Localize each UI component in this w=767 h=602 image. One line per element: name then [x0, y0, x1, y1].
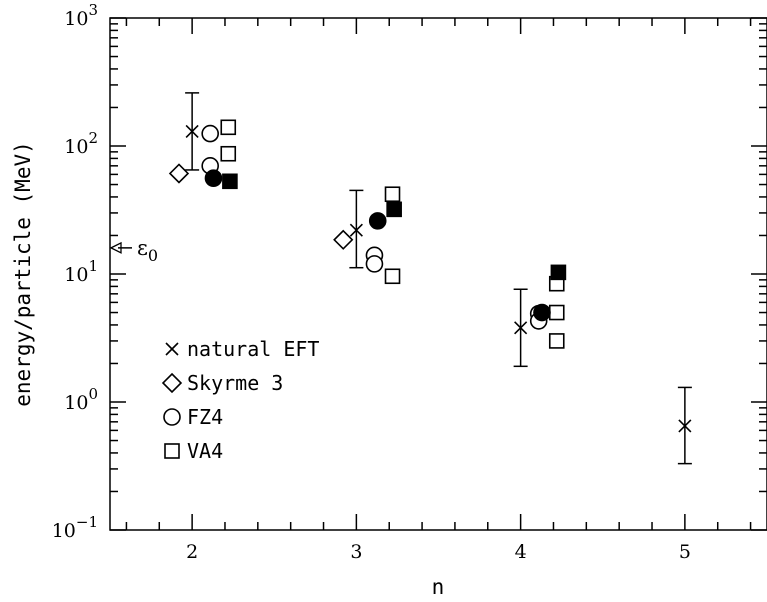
data-marks: [168, 92, 692, 465]
x-tick-label: 5: [679, 541, 691, 563]
data-point-circle-open: [365, 255, 384, 273]
legend-label: natural EFT: [187, 337, 319, 361]
cross-stroke: [678, 419, 692, 433]
cross-stroke: [185, 124, 199, 138]
y-tick-exponent: 1: [88, 257, 98, 275]
data-point-square-filled: [222, 173, 238, 190]
y-tick-exponent: 0: [88, 385, 98, 403]
cross-stroke: [349, 223, 363, 237]
data-point-square-filled: [386, 201, 402, 218]
legend-marker-diamond-open: [161, 372, 183, 394]
legend-marker-square-open: [164, 443, 180, 459]
data-point-circle-filled: [368, 212, 387, 230]
y-tick-base: 10: [64, 136, 88, 158]
data-point-diamond-open: [333, 229, 354, 250]
data-point-circle-filled: [204, 169, 223, 188]
data-point-cross: [185, 124, 199, 138]
data-point-cross: [349, 223, 363, 237]
data-point-circle-filled: [533, 303, 551, 322]
legend-label: VA4: [187, 439, 223, 463]
data-point-cross: [514, 321, 528, 335]
y-tick-label: 100: [64, 385, 98, 414]
annotation-arrow-head: [109, 241, 122, 254]
data-point-square-open: [548, 333, 565, 349]
y-tick-label: 10−1: [52, 513, 98, 542]
x-tick-label: 4: [515, 541, 527, 563]
legend-marker-circle-open: [163, 408, 181, 426]
axis-ticks: [110, 17, 767, 531]
y-tick-label: 102: [64, 129, 98, 158]
data-point-square-filled: [550, 264, 567, 281]
y-tick-label: 103: [64, 1, 98, 30]
data-point-square-open: [384, 186, 401, 203]
y-tick-exponent: −1: [76, 513, 98, 531]
epsilon0-annotation: ε0: [109, 236, 158, 265]
data-point-square-open: [384, 268, 401, 285]
y-tick-exponent: 2: [88, 129, 98, 147]
annotation-label: ε0: [137, 236, 158, 265]
data-point-diamond-open: [168, 163, 190, 184]
cross-stroke: [514, 321, 528, 335]
cross-stroke: [165, 342, 179, 356]
x-axis-label: n: [432, 575, 445, 599]
legend-marker-cross: [165, 342, 179, 356]
y-tick-base: 10: [64, 392, 88, 414]
data-point-square-open: [548, 304, 565, 321]
legend-label: Skyrme 3: [187, 371, 283, 395]
y-tick-base: 10: [64, 8, 88, 30]
y-tick-label: 101: [64, 257, 98, 286]
annotations: ε0: [109, 236, 158, 265]
x-tick-label: 3: [350, 541, 362, 563]
legend-label: FZ4: [187, 405, 223, 429]
data-point-cross: [678, 419, 692, 433]
x-tick-label: 2: [186, 541, 198, 563]
y-tick-base: 10: [64, 264, 88, 286]
annotation-subscript: 0: [148, 246, 158, 265]
annotation-symbol: ε: [137, 236, 148, 260]
y-axis-label: energy/particle (MeV): [11, 141, 35, 407]
data-point-circle-open: [201, 124, 219, 143]
y-tick-exponent: 3: [88, 1, 98, 19]
data-point-square-open: [220, 119, 237, 136]
y-tick-base: 10: [52, 520, 76, 542]
data-point-square-open: [220, 145, 237, 162]
legend: natural EFT Skyrme 3 FZ4 VA4: [161, 337, 319, 463]
